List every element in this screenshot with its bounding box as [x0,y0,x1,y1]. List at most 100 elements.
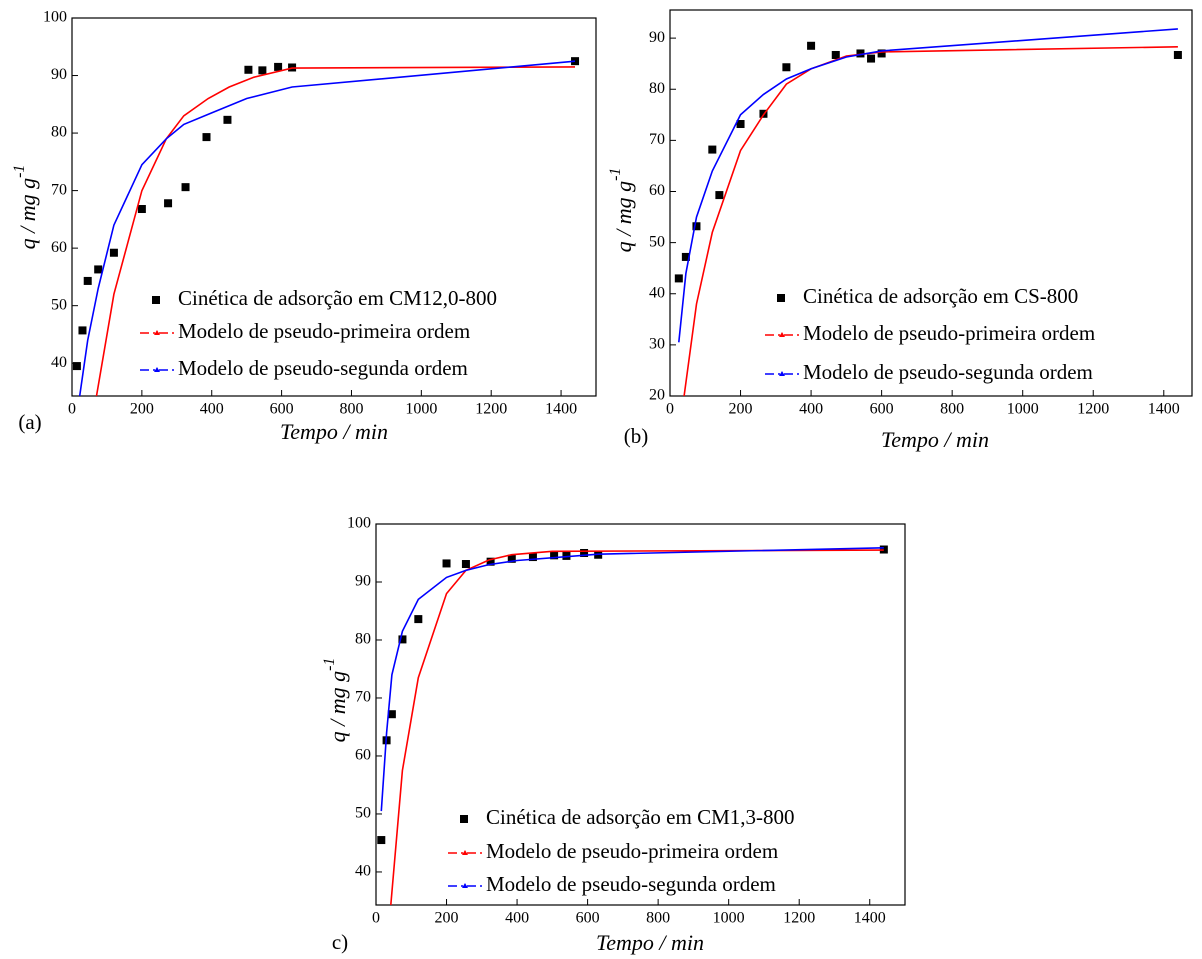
data-point [807,41,816,50]
x-tick-label: 1000 [405,401,437,418]
legend-label: Modelo de pseudo-primeira ordem [803,321,1095,345]
data-point [736,120,745,129]
data-point [94,265,103,274]
data-point [674,274,683,283]
model-line [678,28,1178,343]
data-point [1173,50,1182,59]
y-axis-title-main: q / mg g [325,671,350,743]
legend-marker [154,330,160,335]
data-point [550,551,559,560]
x-tick-label: 800 [646,910,670,927]
x-tick-label: 200 [130,401,154,418]
legend-label: Modelo de pseudo-segunda ordem [803,360,1093,384]
y-tick-label: 40 [649,284,665,301]
data-point [461,560,470,569]
y-tick-label: 70 [355,689,371,706]
data-point [377,836,386,845]
y-tick-label: 80 [649,80,665,97]
panel-label: c) [332,930,348,954]
legend-marker [152,296,160,304]
legend-label: Modelo de pseudo-primeira ordem [178,319,470,343]
data-point [274,62,283,71]
data-point [831,50,840,59]
data-point [692,222,701,231]
legend-marker [462,883,468,888]
x-tick-label: 1400 [1148,401,1180,418]
x-tick-label: 1400 [545,401,577,418]
y-tick-label: 20 [649,387,665,404]
legend-label: Modelo de pseudo-segunda ordem [486,872,776,896]
data-point [442,559,451,568]
y-axis-title-sup: -1 [321,658,338,671]
y-axis-title-sup: -1 [607,168,624,181]
y-tick-label: 100 [347,515,371,532]
x-tick-label: 1200 [1077,401,1109,418]
x-tick-label: 0 [372,910,380,927]
data-point [181,183,190,192]
data-point [486,557,495,566]
data-point [223,115,232,124]
data-point [856,49,865,58]
data-point [244,65,253,74]
data-point [83,276,92,285]
legend-marker [460,815,468,823]
legend-label: Cinética de adsorção em CM12,0-800 [178,286,497,310]
y-tick-label: 40 [355,863,371,880]
data-point [137,205,146,214]
x-axis-title: Tempo / min [280,419,388,444]
legend-marker [154,367,160,372]
x-tick-label: 600 [576,910,600,927]
y-tick-label: 50 [51,296,67,313]
data-point [72,362,81,371]
x-tick-label: 0 [68,401,76,418]
y-tick-label: 100 [43,9,67,26]
y-tick-label: 80 [51,124,67,141]
y-tick-label: 60 [649,182,665,199]
y-axis-title: q / mg g-1 [607,168,636,253]
data-point [528,553,537,562]
legend-marker [462,850,468,855]
model-line [380,547,884,812]
data-point [414,615,423,624]
y-tick-label: 70 [51,181,67,198]
y-axis-title-sup: -1 [11,165,28,178]
plot-frame [669,9,1193,397]
data-point [571,57,580,66]
data-point [202,133,211,142]
data-point [580,548,589,557]
y-tick-label: 40 [51,354,67,371]
y-axis-title: q / mg g-1 [321,658,350,743]
data-point [164,199,173,208]
data-point [708,145,717,154]
data-point [78,326,87,335]
data-point [867,54,876,63]
plot-frame [71,17,597,397]
data-point [715,191,724,200]
data-point [258,66,267,75]
y-tick-label: 90 [649,29,665,46]
y-tick-label: 70 [649,131,665,148]
legend-label: Modelo de pseudo-segunda ordem [178,356,468,380]
panel-label: (a) [18,410,41,434]
x-tick-label: 0 [666,401,674,418]
legend-marker [779,371,785,376]
x-tick-label: 200 [729,401,753,418]
legend-label: Cinética de adsorção em CS-800 [803,284,1078,308]
x-tick-label: 400 [200,401,224,418]
data-point [387,710,396,719]
data-point [681,252,690,261]
y-tick-label: 30 [649,336,665,353]
x-tick-label: 800 [940,401,964,418]
data-point [109,248,118,257]
y-tick-label: 80 [355,631,371,648]
y-tick-label: 50 [649,233,665,250]
y-tick-label: 50 [355,805,371,822]
x-tick-label: 600 [270,401,294,418]
x-tick-label: 1400 [854,910,886,927]
x-tick-label: 400 [799,401,823,418]
data-point [879,545,888,554]
y-axis-title-main: q / mg g [15,178,40,250]
y-tick-label: 60 [51,239,67,256]
y-tick-label: 90 [51,66,67,83]
